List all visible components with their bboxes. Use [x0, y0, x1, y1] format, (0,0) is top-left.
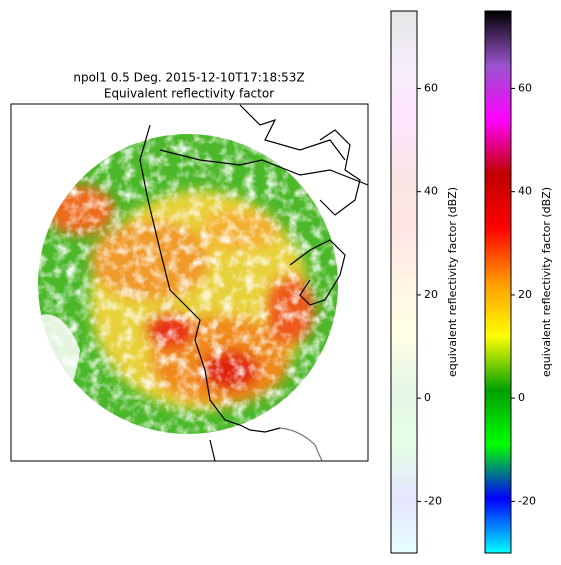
colorbar	[485, 11, 511, 553]
colorbar-label: equivalent reflectivity factor (dBZ)	[446, 187, 459, 377]
chart-title: npol1 0.5 Deg. 2015-12-10T17:18:53Z	[73, 71, 304, 85]
chart-subtitle: Equivalent reflectivity factor	[104, 87, 274, 101]
colorbar-tick-label: 40	[518, 185, 532, 198]
colorbar-tick-label: 40	[424, 185, 438, 198]
colorbar-frame	[484, 10, 512, 554]
colorbar-tick-label: 0	[518, 391, 525, 404]
colorbar-tick-label: 20	[518, 288, 532, 301]
radar-field	[38, 134, 338, 434]
colorbar-tick-label: 0	[424, 391, 431, 404]
colorbar	[391, 11, 417, 553]
colorbar-label: equivalent reflectivity factor (dBZ)	[540, 187, 553, 377]
plot-frame	[10, 103, 369, 462]
colorbar-tick-label: 20	[424, 288, 438, 301]
colorbar-tick-label: -20	[518, 494, 536, 507]
border	[279, 427, 323, 462]
colorbar-tick-label: -20	[424, 494, 442, 507]
coastline	[139, 104, 369, 462]
colorbar-tick-label: 60	[424, 81, 438, 94]
colorbar-tick-label: 60	[518, 81, 532, 94]
colorbar-frame	[390, 10, 418, 554]
